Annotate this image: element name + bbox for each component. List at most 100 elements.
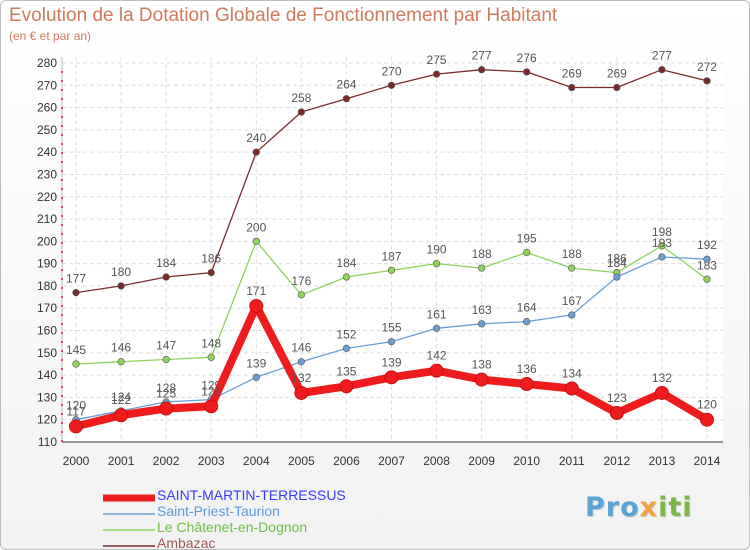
- data-label-saint-martin-terressus-2005: 132: [291, 371, 311, 385]
- data-label-le-chatenet-en-dognon-2007: 187: [381, 249, 401, 263]
- data-label-le-chatenet-en-dognon-2010: 195: [517, 232, 537, 246]
- x-tick-label-2014: 2014: [694, 454, 721, 468]
- point-saint-martin-terressus-2010: [519, 377, 534, 392]
- data-label-saint-martin-terressus-2009: 138: [472, 358, 492, 372]
- point-le-chatenet-en-dognon-2013: [658, 242, 666, 250]
- x-tick-label-2009: 2009: [468, 454, 495, 468]
- data-label-saint-priest-taurion-2011: 167: [562, 294, 582, 308]
- data-label-le-chatenet-en-dognon-2001: 146: [111, 341, 131, 355]
- point-ambazac-2003: [207, 268, 215, 277]
- y-tick-label-270: 270: [37, 78, 57, 92]
- point-le-chatenet-en-dognon-2014: [703, 275, 711, 283]
- y-tick-label-180: 180: [37, 279, 57, 293]
- axis-tick-mark: [61, 314, 63, 316]
- axis-tick-mark: [61, 179, 63, 181]
- legend-label-saint-priest-taurion: Saint-Priest-Taurion: [157, 503, 280, 519]
- point-saint-priest-taurion-2006: [342, 344, 351, 352]
- point-saint-priest-taurion-2005: [297, 358, 305, 366]
- data-label-saint-priest-taurion-2014: 192: [697, 238, 717, 252]
- x-tick-label-2008: 2008: [423, 454, 450, 468]
- x-tick-label-2002: 2002: [153, 454, 180, 468]
- data-label-ambazac-2012: 269: [607, 67, 627, 81]
- point-ambazac-2009: [478, 66, 486, 74]
- axis-tick-mark: [61, 296, 63, 298]
- point-saint-martin-terressus-2006: [339, 379, 354, 394]
- axis-tick-mark: [61, 377, 63, 379]
- point-ambazac-2005: [297, 108, 305, 116]
- data-label-saint-martin-terressus-2004: 171: [246, 284, 266, 298]
- point-le-chatenet-en-dognon-2007: [387, 266, 396, 274]
- chart-legend: SAINT-MARTIN-TERRESSUS Saint-Priest-Taur…: [97, 487, 417, 549]
- data-label-le-chatenet-en-dognon-2005: 176: [291, 274, 311, 288]
- axis-tick-mark: [61, 260, 63, 262]
- point-ambazac-2002: [162, 273, 170, 281]
- data-label-ambazac-2009: 277: [472, 49, 492, 63]
- point-ambazac-2011: [568, 83, 576, 92]
- data-label-saint-priest-taurion-2009: 163: [472, 303, 492, 317]
- axis-tick-mark: [61, 395, 63, 397]
- axis-tick-mark: [61, 80, 63, 82]
- data-label-saint-priest-taurion-2000: 120: [66, 399, 86, 413]
- legend-label-saint-martin-terressus: SAINT-MARTIN-TERRESSUS: [157, 487, 346, 503]
- axis-tick-mark: [61, 152, 63, 154]
- point-saint-priest-taurion-2007: [387, 338, 396, 346]
- axis-tick-mark: [61, 431, 63, 433]
- data-label-saint-priest-taurion-2012: 184: [607, 256, 627, 270]
- point-saint-priest-taurion-2009: [478, 320, 486, 328]
- point-saint-martin-terressus-2009: [474, 372, 489, 387]
- axis-tick-mark: [61, 170, 63, 172]
- axis-tick-mark: [61, 251, 63, 253]
- point-ambazac-2001: [117, 282, 125, 290]
- axis-tick-mark: [61, 98, 63, 100]
- data-label-ambazac-2006: 264: [336, 78, 356, 92]
- data-label-ambazac-2010: 276: [517, 51, 537, 65]
- y-tick-label-120: 120: [37, 413, 57, 427]
- point-le-chatenet-en-dognon-2001: [117, 358, 125, 366]
- data-label-saint-priest-taurion-2007: 155: [381, 321, 401, 335]
- data-label-saint-martin-terressus-2008: 142: [427, 349, 447, 363]
- point-saint-priest-taurion-2008: [432, 324, 441, 332]
- point-ambazac-2008: [432, 70, 441, 78]
- y-tick-label-110: 110: [38, 435, 57, 449]
- data-label-saint-martin-terressus-2002: 125: [156, 387, 176, 401]
- axis-tick-mark: [61, 143, 63, 145]
- data-label-ambazac-2000: 177: [66, 272, 86, 286]
- point-le-chatenet-en-dognon-2009: [478, 264, 486, 272]
- data-label-saint-priest-taurion-2013: 193: [652, 236, 672, 250]
- data-label-le-chatenet-en-dognon-2006: 184: [336, 256, 356, 270]
- axis-tick-mark: [61, 161, 63, 163]
- axis-tick-mark: [61, 341, 63, 343]
- logo-part-1: Pro: [585, 492, 640, 523]
- x-tick-label-2011: 2011: [559, 454, 585, 468]
- axis-tick-mark: [61, 224, 63, 226]
- data-label-ambazac-2014: 272: [697, 60, 717, 74]
- x-tick-label-2005: 2005: [288, 454, 315, 468]
- point-saint-martin-terressus-2007: [384, 370, 399, 385]
- point-le-chatenet-en-dognon-2002: [162, 355, 170, 364]
- x-tick-label-2003: 2003: [198, 454, 225, 468]
- data-label-ambazac-2007: 270: [381, 64, 401, 78]
- data-label-le-chatenet-en-dognon-2011: 188: [562, 247, 582, 261]
- point-ambazac-2006: [342, 95, 351, 103]
- point-saint-priest-taurion-2014: [703, 255, 711, 263]
- data-label-saint-martin-terressus-2013: 132: [652, 371, 672, 385]
- axis-tick-mark: [61, 323, 63, 325]
- x-tick-label-2010: 2010: [513, 454, 540, 468]
- axis-tick-mark: [61, 440, 63, 442]
- point-ambazac-2010: [523, 68, 531, 76]
- point-saint-priest-taurion-2011: [568, 311, 576, 319]
- axis-tick-mark: [61, 125, 63, 127]
- axis-tick-mark: [61, 107, 63, 109]
- data-label-saint-priest-taurion-2004: 139: [246, 356, 266, 370]
- point-saint-martin-terressus-2004: [249, 299, 264, 314]
- data-label-le-chatenet-en-dognon-2009: 188: [472, 247, 492, 261]
- axis-tick-mark: [61, 332, 63, 334]
- axis-tick-mark: [61, 368, 63, 370]
- legend-swatch-ambazac: [103, 545, 155, 547]
- y-tick-label-280: 280: [37, 56, 57, 70]
- data-label-le-chatenet-en-dognon-2003: 148: [201, 336, 221, 350]
- data-label-le-chatenet-en-dognon-2012: 186: [607, 252, 627, 266]
- data-label-ambazac-2004: 240: [246, 131, 266, 145]
